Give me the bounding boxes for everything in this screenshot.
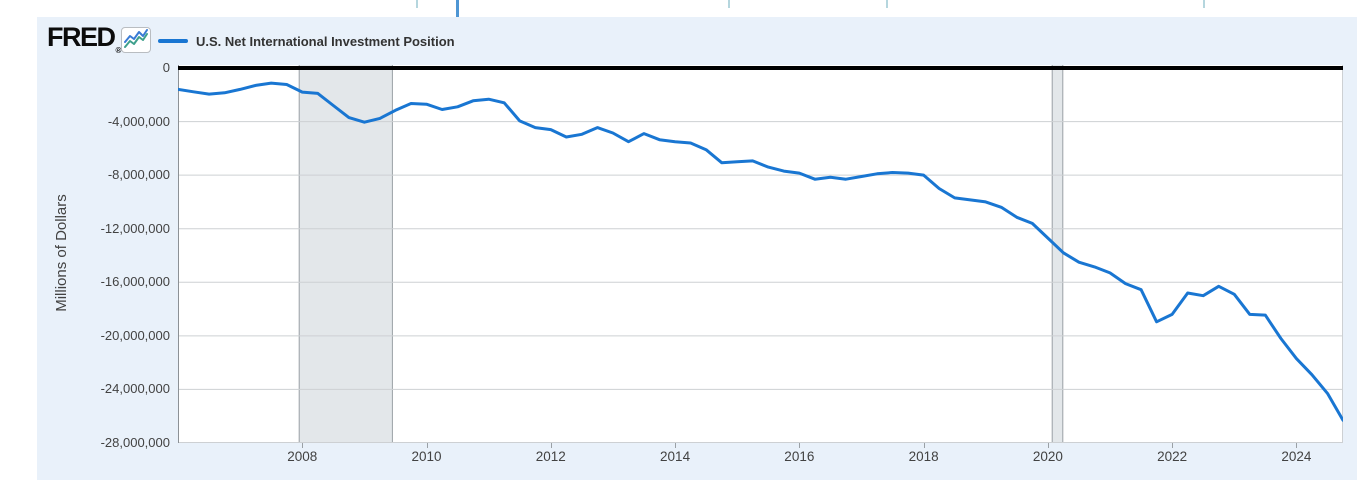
x-tick-mark (550, 443, 552, 448)
y-tick-label: -12,000,000 (100, 220, 170, 236)
slider-handle[interactable] (456, 0, 459, 17)
x-tick-mark (923, 443, 925, 448)
y-tick-label: -8,000,000 (107, 167, 170, 183)
registered-mark: ® (115, 46, 122, 55)
x-tick-label: 2010 (411, 449, 442, 464)
y-tick-label: -16,000,000 (100, 274, 170, 290)
y-tick-label: -20,000,000 (100, 327, 170, 343)
x-tick-label: 2024 (1281, 449, 1312, 464)
x-tick-label: 2020 (1032, 449, 1063, 464)
x-tick-label: 2016 (784, 449, 815, 464)
y-axis-title: Millions of Dollars (53, 194, 70, 312)
x-tick-mark (1296, 443, 1298, 448)
fred-logo[interactable]: FRED® (47, 22, 122, 56)
slider-tick (728, 0, 730, 8)
slider-tick (416, 0, 418, 8)
slider-tick (886, 0, 888, 8)
legend-series-label[interactable]: U.S. Net International Investment Positi… (196, 34, 455, 49)
slider-tick (1203, 0, 1205, 8)
x-tick-label: 2018 (908, 449, 939, 464)
legend-line-swatch (158, 39, 188, 43)
y-tick-label: -4,000,000 (107, 113, 170, 129)
chart-canvas[interactable] (178, 65, 1343, 443)
x-tick-label: 2014 (660, 449, 691, 464)
x-tick-label: 2022 (1157, 449, 1188, 464)
fred-graph-card: FRED® U.S. Net International Investment … (37, 17, 1357, 480)
x-tick-label: 2012 (535, 449, 566, 464)
date-range-slider-remnant (0, 0, 1367, 17)
x-tick-mark (675, 443, 677, 448)
x-tick-mark (1047, 443, 1049, 448)
fred-chart-icon (121, 27, 151, 53)
x-tick-mark (302, 443, 304, 448)
y-tick-label: -28,000,000 (100, 435, 170, 450)
x-tick-label: 2008 (287, 449, 318, 464)
y-tick-label: 0 (162, 60, 170, 75)
x-tick-mark (1172, 443, 1174, 448)
plot-area[interactable] (178, 65, 1343, 443)
x-tick-mark (426, 443, 428, 448)
x-tick-mark (799, 443, 801, 448)
y-tick-label: -24,000,000 (100, 381, 170, 397)
